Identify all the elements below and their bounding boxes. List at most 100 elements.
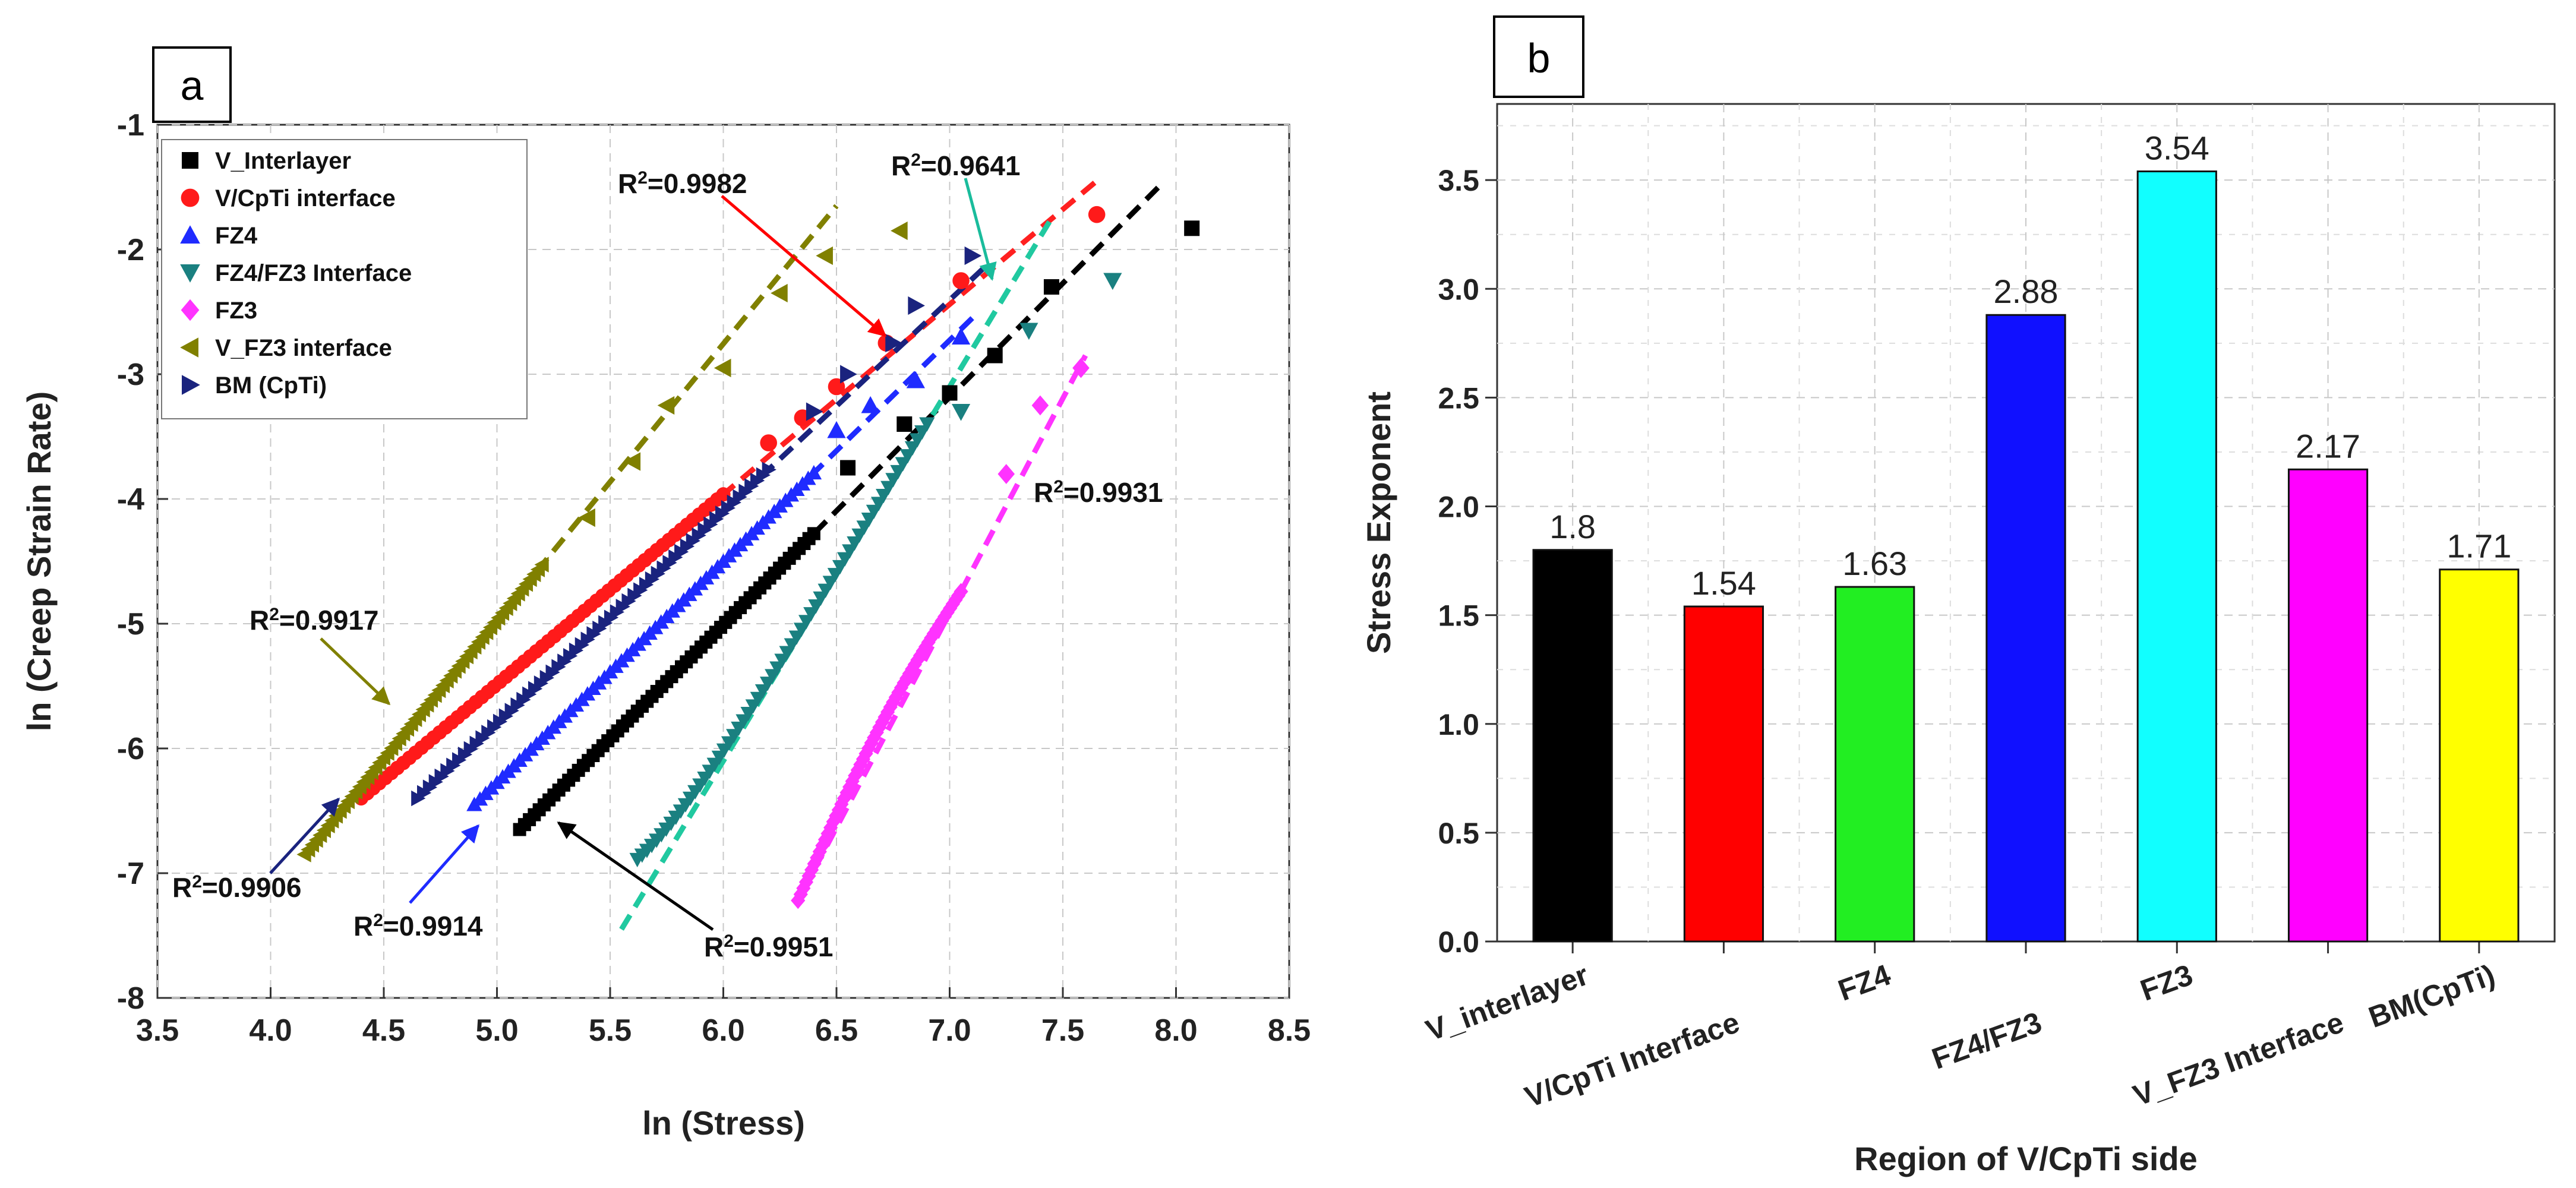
r2-sup-4: 2 — [269, 605, 279, 624]
tick-label-b-y-3: 1.5 — [1438, 599, 1479, 633]
point-fz4-sparse-0 — [827, 421, 846, 438]
tick-label-x-8: 7.5 — [1041, 1013, 1084, 1048]
bar-fz3 — [2136, 170, 2217, 943]
y-axis-title-a: ln (Creep Strain Rate) — [20, 391, 58, 732]
ticks-b: 0.0 0.5 1.0 1.5 2.0 2.5 3.0 3.5 — [1438, 164, 2480, 959]
arrow-fz4 — [409, 824, 479, 904]
r2-v-interlayer: R2=0.9951 — [704, 931, 833, 963]
bar-v-cpti-interface — [1683, 605, 1764, 943]
point-v-fz3-interface-sparse-2 — [657, 396, 675, 415]
r2-annotations: R2=0.9982 R2=0.9641 R2=0.9931 R2=0.9917 … — [172, 150, 1163, 963]
r2-sup-1: 2 — [637, 168, 648, 188]
r2-fz4: R2=0.9914 — [353, 911, 483, 942]
point-fz3-sparse-0 — [997, 464, 1015, 484]
value-label-v-interlayer: 1.8 — [1549, 508, 1596, 545]
creep-rate-plot: 3.5 4.0 4.5 5.0 5.5 6.0 6.5 7.0 7.5 8.0 8.5 -8 -7 -6 -… — [20, 46, 1311, 1142]
r2-sup-5: 2 — [192, 872, 202, 892]
fit-line-fz4-fz3-interface — [619, 217, 1054, 931]
point-fz3-sparse-1 — [1031, 395, 1049, 416]
point-fz3-0 — [791, 892, 806, 909]
point-v-interlayer-sparse-3 — [987, 347, 1003, 364]
tick-label-b-y-4: 2.0 — [1438, 491, 1479, 524]
legend-marker-fz4-fz3-interface — [180, 264, 200, 283]
point-v-interlayer-sparse-5 — [1184, 220, 1200, 236]
tick-label-b-y-5: 2.5 — [1438, 381, 1479, 415]
r2-sup-2: 2 — [911, 150, 921, 170]
point-bm-cpti-sparse-3 — [908, 296, 925, 315]
point-v-fz3-interface-sparse-3 — [714, 358, 731, 378]
value-label-fz3: 3.54 — [2145, 129, 2209, 167]
value-label-v-fz3-interface: 2.17 — [2296, 427, 2360, 465]
tick-label-y-4: -4 — [117, 482, 144, 517]
legend-marker-fz4 — [180, 225, 200, 244]
category-label-fz4-fz3: FZ4/FZ3 — [1927, 1006, 2045, 1076]
point-v-fz3-interface-sparse-6 — [891, 221, 908, 241]
tick-label-y-5: -3 — [117, 358, 144, 392]
arrow-v-fz3 — [320, 637, 391, 706]
data-points — [296, 206, 1200, 909]
category-label-bm-cpti: BM(CpTi) — [2365, 958, 2499, 1034]
legend-a — [161, 139, 528, 419]
legend-label-fz4: FZ4 — [215, 223, 258, 249]
legend-marker-fz3 — [181, 299, 200, 321]
point-v-cpti-interface-sparse-5 — [1088, 206, 1106, 223]
tick-label-x-0: 3.5 — [136, 1013, 179, 1048]
bar-fz4-fz3 — [1985, 314, 2066, 943]
panel-a-box — [152, 46, 232, 123]
tick-label-b-y-7: 3.5 — [1438, 164, 1479, 197]
point-v-interlayer-sparse-4 — [1043, 279, 1059, 295]
r2-sup-6: 2 — [373, 911, 383, 930]
category-label-fz3: FZ3 — [2136, 958, 2197, 1007]
tick-label-y-2: -6 — [117, 732, 144, 766]
arrow-v-cpti — [721, 195, 887, 337]
point-fz4-sparse-3 — [951, 327, 971, 345]
legend-label-fz3: FZ3 — [215, 298, 257, 324]
value-label-bm-cpti: 1.71 — [2446, 527, 2511, 565]
category-label-v-cpti-interface: V/CpTi Interface — [1520, 1006, 1744, 1114]
r2-sup-7: 2 — [724, 931, 734, 951]
value-label-v-cpti-interface: 1.54 — [1691, 564, 1756, 602]
point-fz4-fz3-interface-60 — [919, 417, 935, 432]
r2-bm-cpti: R2=0.9906 — [172, 872, 301, 903]
legend-marker-v-fz3-interface — [180, 337, 198, 358]
tick-label-x-7: 7.0 — [928, 1013, 971, 1048]
point-fz4-60 — [806, 465, 822, 480]
value-label-fz4-fz3: 2.88 — [1994, 273, 2059, 310]
point-fz4-fz3-interface-sparse-2 — [1103, 273, 1122, 290]
point-fz4-sparse-1 — [861, 396, 880, 413]
legend-label-v-cpti-interface: V/CpTi interface — [215, 185, 396, 211]
point-bm-cpti-60 — [762, 462, 776, 478]
tick-label-b-y-6: 3.0 — [1438, 273, 1479, 306]
tick-label-y-0: -8 — [117, 981, 144, 1016]
point-v-fz3-interface-sparse-5 — [816, 246, 833, 266]
r2-sup-3: 2 — [1053, 477, 1063, 497]
point-v-fz3-interface-60 — [534, 557, 549, 573]
stress-exponent-chart: 0.0 0.5 1.0 1.5 2.0 2.5 3.0 3.5 1.8 1.54 1.63 2.88… — [1360, 15, 2556, 1177]
point-fz4-sparse-2 — [906, 371, 925, 388]
tick-label-x-4: 5.5 — [589, 1013, 632, 1048]
tick-label-y-1: -7 — [117, 857, 144, 891]
bars: 1.8 1.54 1.63 2.88 3.54 2.17 1.71 — [1532, 129, 2520, 943]
tick-label-y-6: -2 — [117, 233, 144, 267]
bar-v-fz3-interface — [2287, 468, 2369, 943]
point-fz3-sparse-2 — [1072, 358, 1090, 378]
tick-label-x-10: 8.5 — [1268, 1013, 1311, 1048]
legend-label-fz4-fz3-interface: FZ4/FZ3 Interface — [215, 260, 412, 286]
legend-label-v-interlayer: V_Interlayer — [215, 148, 351, 174]
point-fz3-12 — [823, 819, 838, 836]
x-axis-title-a: ln (Stress) — [642, 1104, 805, 1142]
point-v-interlayer-60 — [807, 527, 820, 541]
legend-label-bm-cpti: BM (CpTi) — [215, 372, 327, 399]
r2-v-cpti-interface: R2=0.9982 — [618, 168, 747, 200]
legend-label-v-fz3-interface: V_FZ3 interface — [215, 335, 392, 361]
category-label-fz4: FZ4 — [1834, 958, 1895, 1007]
panel-b-label: b — [1527, 35, 1551, 81]
point-fz3-11 — [820, 825, 835, 842]
tick-label-b-y-2: 1.0 — [1438, 708, 1479, 741]
bar-v-interlayer — [1532, 549, 1613, 943]
legend-entries: V_Interlayer V/CpTi interface FZ4 FZ4/FZ3 I… — [180, 148, 412, 399]
r2-fz4-fz3-interface: R2=0.9641 — [891, 150, 1020, 182]
point-fz3-60 — [954, 583, 968, 601]
